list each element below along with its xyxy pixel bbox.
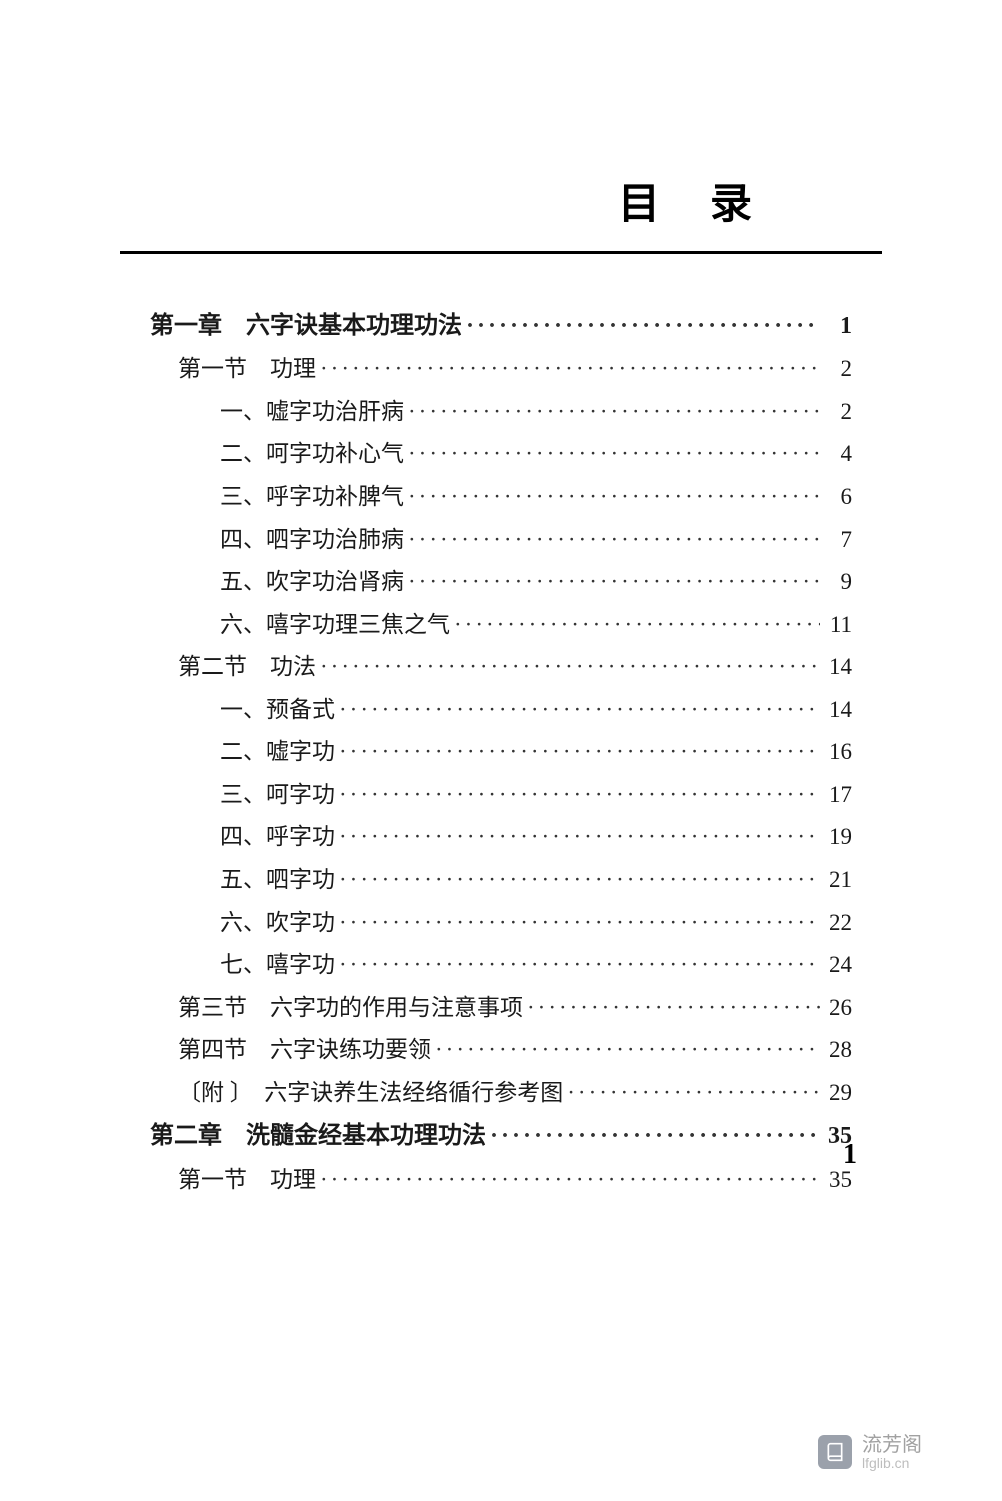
toc-dots	[408, 561, 820, 604]
toc-dots	[454, 604, 820, 647]
toc-page: 14	[824, 689, 852, 732]
toc-page: 2	[824, 348, 852, 391]
toc-label: 第一节 功理	[178, 348, 316, 391]
toc-page: 26	[824, 987, 852, 1030]
toc-label: 第四节 六字诀练功要领	[178, 1029, 431, 1072]
toc-dots	[408, 476, 820, 519]
toc-page: 2	[824, 391, 852, 434]
toc-page: 16	[824, 731, 852, 774]
toc-label: 三、呵字功	[220, 774, 335, 817]
toc-entry: 一、预备式 14	[150, 689, 852, 732]
page-number: 1	[843, 1139, 857, 1171]
toc-page: 29	[824, 1072, 852, 1115]
toc-dots	[339, 902, 820, 945]
toc-entry: 〔附 〕 六字诀养生法经络循行参考图 29	[150, 1072, 852, 1115]
title-divider	[120, 251, 882, 254]
toc-entry: 五、吹字功治肾病 9	[150, 561, 852, 604]
toc-dots	[466, 304, 820, 348]
toc-label: 四、呬字功治肺病	[220, 519, 404, 562]
toc-entry: 第二章 洗髓金经基本功理功法 35	[150, 1114, 852, 1158]
document-page: 目录 第一章 六字诀基本功理功法 1 第一节 功理 2 一、嘘字功治肝病 2 二…	[0, 0, 1002, 1501]
toc-entry: 二、嘘字功 16	[150, 731, 852, 774]
toc-label: 一、预备式	[220, 689, 335, 732]
toc-label: 六、嘻字功理三焦之气	[220, 604, 450, 647]
toc-dots	[339, 689, 820, 732]
watermark: 流芳阁 lfglib.cn	[818, 1434, 922, 1471]
toc-label: 二、呵字功补心气	[220, 433, 404, 476]
toc-dots	[339, 944, 820, 987]
toc-entry: 第二节 功法 14	[150, 646, 852, 689]
toc-entry: 第四节 六字诀练功要领 28	[150, 1029, 852, 1072]
toc-page: 14	[824, 646, 852, 689]
toc-dots	[435, 1029, 820, 1072]
toc-page: 21	[824, 859, 852, 902]
toc-entry: 三、呵字功 17	[150, 774, 852, 817]
toc-label: 第三节 六字功的作用与注意事项	[178, 987, 523, 1030]
toc-entry: 七、嘻字功 24	[150, 944, 852, 987]
toc-label: 〔附 〕 六字诀养生法经络循行参考图	[178, 1072, 563, 1115]
toc-dots	[320, 348, 820, 391]
table-of-contents: 第一章 六字诀基本功理功法 1 第一节 功理 2 一、嘘字功治肝病 2 二、呵字…	[120, 304, 882, 1201]
toc-label: 五、呬字功	[220, 859, 335, 902]
toc-label: 四、呼字功	[220, 816, 335, 859]
watermark-url: lfglib.cn	[862, 1456, 922, 1471]
toc-page: 6	[824, 476, 852, 519]
toc-label: 六、吹字功	[220, 902, 335, 945]
toc-label: 七、嘻字功	[220, 944, 335, 987]
toc-page: 17	[824, 774, 852, 817]
toc-dots	[339, 774, 820, 817]
toc-entry: 第一章 六字诀基本功理功法 1	[150, 304, 852, 348]
toc-dots	[339, 816, 820, 859]
toc-dots	[320, 1159, 820, 1202]
toc-dots	[320, 646, 820, 689]
book-icon	[818, 1435, 852, 1469]
toc-label: 第二节 功法	[178, 646, 316, 689]
toc-dots	[339, 731, 820, 774]
watermark-name: 流芳阁	[862, 1434, 922, 1456]
toc-entry: 三、呼字功补脾气 6	[150, 476, 852, 519]
toc-entry: 一、嘘字功治肝病 2	[150, 391, 852, 434]
toc-entry: 六、嘻字功理三焦之气 11	[150, 604, 852, 647]
toc-label: 一、嘘字功治肝病	[220, 391, 404, 434]
toc-entry: 五、呬字功 21	[150, 859, 852, 902]
toc-entry: 第三节 六字功的作用与注意事项 26	[150, 987, 852, 1030]
toc-page: 9	[824, 561, 852, 604]
toc-label: 二、嘘字功	[220, 731, 335, 774]
watermark-text: 流芳阁 lfglib.cn	[862, 1434, 922, 1471]
toc-dots	[408, 391, 820, 434]
toc-page: 22	[824, 902, 852, 945]
toc-label: 第一章 六字诀基本功理功法	[150, 304, 462, 348]
toc-entry: 第一节 功理 35	[150, 1159, 852, 1202]
page-title: 目录	[120, 170, 882, 231]
toc-label: 第一节 功理	[178, 1159, 316, 1202]
toc-dots	[408, 433, 820, 476]
toc-entry: 四、呼字功 19	[150, 816, 852, 859]
toc-label: 三、呼字功补脾气	[220, 476, 404, 519]
toc-dots	[567, 1072, 820, 1115]
toc-entry: 第一节 功理 2	[150, 348, 852, 391]
toc-page: 4	[824, 433, 852, 476]
toc-label: 第二章 洗髓金经基本功理功法	[150, 1114, 486, 1158]
toc-page: 19	[824, 816, 852, 859]
toc-dots	[339, 859, 820, 902]
toc-entry: 六、吹字功 22	[150, 902, 852, 945]
toc-dots	[527, 987, 820, 1030]
toc-entry: 二、呵字功补心气 4	[150, 433, 852, 476]
toc-page: 11	[824, 604, 852, 647]
toc-entry: 四、呬字功治肺病 7	[150, 519, 852, 562]
toc-page: 7	[824, 519, 852, 562]
toc-page: 24	[824, 944, 852, 987]
toc-dots	[408, 519, 820, 562]
toc-page: 1	[824, 304, 852, 348]
toc-dots	[490, 1114, 820, 1158]
toc-label: 五、吹字功治肾病	[220, 561, 404, 604]
toc-page: 28	[824, 1029, 852, 1072]
